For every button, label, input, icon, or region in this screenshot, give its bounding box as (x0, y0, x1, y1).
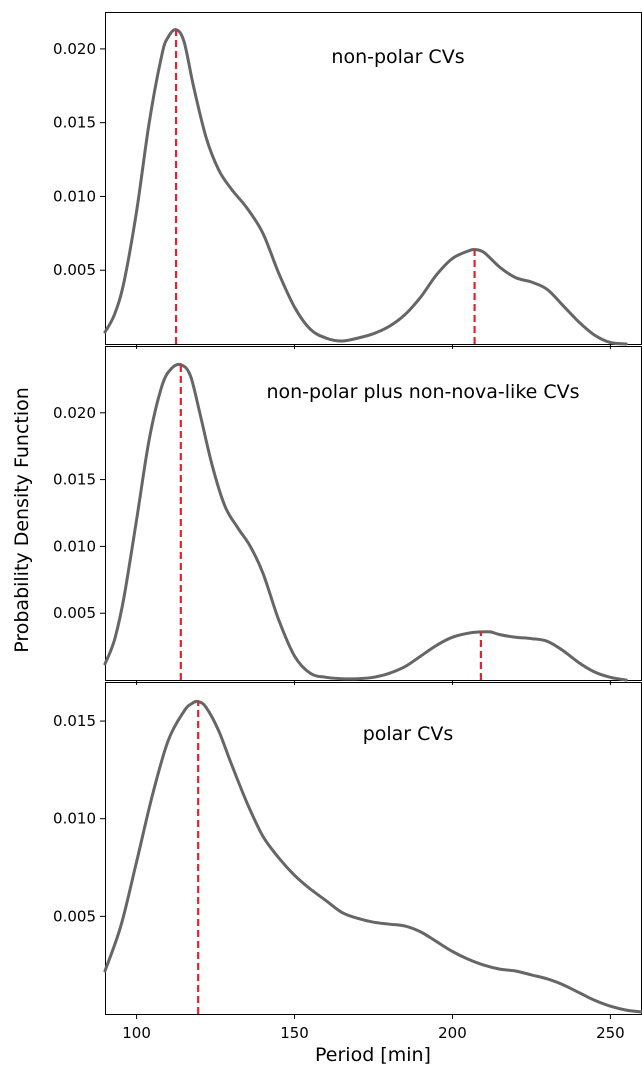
panel-1: 0.005 0.010 0.015 0.020 non-polar CVs (53, 12, 642, 349)
x-tick-label: 200 (438, 1024, 467, 1042)
panel-annotation: non-polar plus non-nova-like CVs (266, 381, 579, 403)
y-tick-label: 0.010 (53, 537, 96, 555)
pdf-curve (103, 362, 628, 682)
y-tick-label: 0.015 (53, 114, 96, 132)
y-axis-label: Probability Density Function (11, 387, 33, 653)
y-tick-label: 0.015 (53, 471, 96, 489)
pdf-curve (103, 28, 628, 346)
x-tick-label: 150 (280, 1024, 309, 1042)
y-tick-label: 0.020 (53, 40, 96, 58)
x-tick-label: 100 (122, 1024, 151, 1042)
x-tick-label: 250 (596, 1024, 625, 1042)
panel-annotation: polar CVs (363, 723, 454, 745)
panel-2: 0.005 0.010 0.015 0.020 non-polar plus non-n… (53, 346, 642, 685)
y-tick-label: 0.015 (53, 712, 96, 730)
y-tick-label: 0.010 (53, 810, 96, 828)
panel-annotation: non-polar CVs (331, 46, 464, 68)
y-tick-label: 0.005 (53, 604, 96, 622)
y-tick-label: 0.020 (53, 404, 96, 422)
y-tick-label: 0.010 (53, 187, 96, 205)
pdf-curve (103, 699, 642, 1014)
y-tick-label: 0.005 (53, 261, 96, 279)
x-axis-label: Period [min] (315, 1044, 431, 1066)
y-tick-label: 0.005 (53, 907, 96, 925)
panel-3: 0.005 0.010 0.015 100 150 200 250 polar CVs (53, 682, 642, 1042)
